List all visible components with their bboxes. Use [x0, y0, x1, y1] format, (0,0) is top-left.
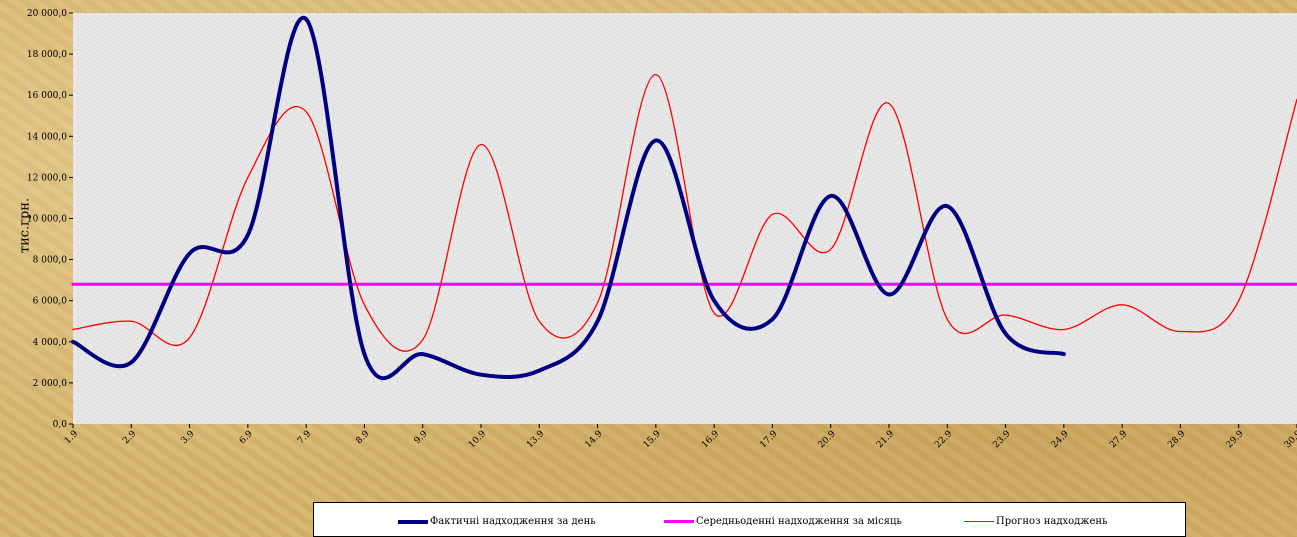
x-tick-label: 10.9	[467, 429, 488, 450]
x-tick-label: 30.9	[1283, 429, 1297, 450]
y-tick-label: 4 000,0	[33, 338, 68, 348]
legend-label-forecast: Прогноз надходжень	[996, 516, 1108, 527]
chart: 0,0 2 000,0 4 000,0 6 000,0 8 000,0 10 000,0 1…	[27, 9, 1297, 450]
legend-label-average: Середньоденні надходження за місяць	[696, 516, 902, 527]
y-tick-label: 14 000,0	[27, 132, 67, 142]
y-axis-title: тис.грн.	[17, 197, 33, 254]
x-tick-label: 22.9	[933, 429, 954, 450]
x-tick-label: 16.9	[700, 429, 721, 450]
x-tick-label: 15.9	[642, 429, 663, 450]
x-tick-label: 13.9	[525, 429, 546, 450]
legend-item-average: Середньоденні надходження за місяць	[664, 516, 902, 527]
series-actual-line	[71, 15, 1066, 381]
y-tick-label: 16 000,0	[27, 91, 67, 101]
legend-swatch-forecast	[964, 521, 994, 522]
x-tick-label: 7.9	[296, 429, 313, 446]
x-tick-label: 20.9	[817, 429, 838, 450]
y-tick-label: 18 000,0	[27, 50, 67, 60]
x-tick-label: 29.9	[1225, 429, 1246, 450]
legend-swatch-actual	[398, 519, 428, 524]
legend-item-actual: Фактичні надходження за день	[398, 516, 596, 527]
series-forecast-line	[72, 73, 1297, 352]
legend-label-actual: Фактичні надходження за день	[430, 516, 596, 527]
x-tick-label: 24.9	[1050, 429, 1071, 450]
y-tick-label: 0,0	[53, 420, 68, 430]
x-tick-label: 2.9	[121, 429, 138, 446]
x-tick-label: 1.9	[63, 429, 80, 446]
x-tick-label: 21.9	[875, 429, 896, 450]
y-tick-label: 10 000,0	[27, 215, 67, 225]
y-tick-label: 6 000,0	[33, 297, 68, 307]
y-tick-label: 8 000,0	[33, 256, 68, 266]
x-tick-label: 17.9	[758, 429, 779, 450]
legend-swatch-average	[664, 520, 694, 523]
plot-area	[73, 13, 1297, 424]
x-tick-label: 8.9	[354, 429, 371, 446]
x-tick-label: 23.9	[991, 429, 1012, 450]
x-tick-label: 3.9	[179, 429, 196, 446]
legend: Фактичні надходження за день Середньоден…	[313, 502, 1186, 537]
x-tick-label: 27.9	[1108, 429, 1129, 450]
x-tick-label: 14.9	[583, 429, 604, 450]
y-tick-label: 20 000,0	[27, 9, 67, 19]
x-tick-label: 6.9	[238, 429, 255, 446]
legend-item-forecast: Прогноз надходжень	[964, 516, 1108, 527]
y-tick-label: 2 000,0	[33, 379, 68, 389]
y-tick-label: 12 000,0	[27, 173, 67, 183]
x-tick-label: 28.9	[1166, 429, 1187, 450]
x-tick-label: 9.9	[413, 429, 430, 446]
